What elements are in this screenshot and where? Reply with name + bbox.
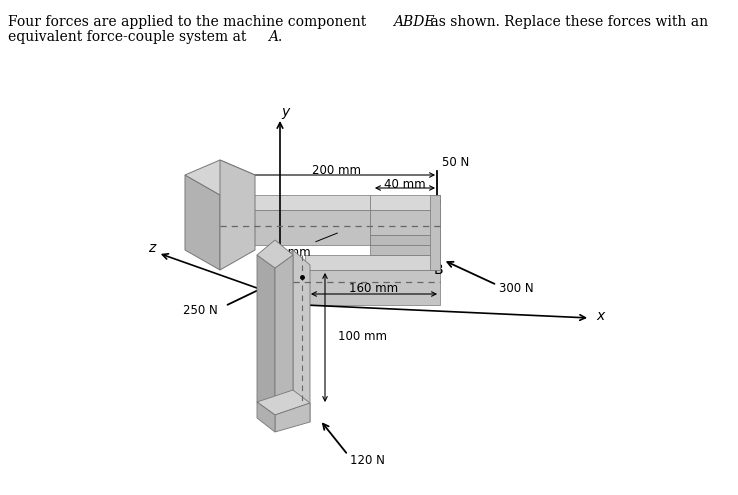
Text: as shown. Replace these forces with an: as shown. Replace these forces with an [426,15,708,29]
Polygon shape [220,195,370,210]
Polygon shape [275,255,293,415]
Text: z: z [148,241,156,255]
Text: Four forces are applied to the machine component: Four forces are applied to the machine c… [8,15,370,29]
Text: equivalent force-couple system at: equivalent force-couple system at [8,30,251,44]
Polygon shape [370,195,440,210]
Polygon shape [185,175,220,270]
Polygon shape [257,240,293,268]
Polygon shape [257,255,275,415]
Polygon shape [275,403,310,432]
Text: 20 mm: 20 mm [269,233,337,258]
Polygon shape [185,160,255,195]
Polygon shape [257,402,275,432]
Text: 250 N: 250 N [183,303,218,316]
Text: x: x [596,309,604,323]
Text: 200 mm: 200 mm [312,163,362,177]
Polygon shape [370,210,440,235]
Polygon shape [257,390,310,415]
Polygon shape [278,250,293,423]
Text: 300 N: 300 N [499,283,534,296]
Text: ABDE: ABDE [393,15,435,29]
Polygon shape [370,245,440,255]
Text: A: A [268,30,278,44]
Polygon shape [293,250,310,422]
Text: 40 mm: 40 mm [384,178,426,191]
Text: E: E [267,411,276,425]
Text: B: B [434,263,444,277]
Polygon shape [305,270,440,305]
Text: .: . [278,30,282,44]
Text: y: y [281,105,289,119]
Text: 100 mm: 100 mm [338,331,387,344]
Polygon shape [370,235,440,245]
Text: D: D [281,268,292,282]
Text: 160 mm: 160 mm [349,283,399,296]
Text: 120 N: 120 N [350,453,385,466]
Polygon shape [305,255,440,270]
Polygon shape [220,210,370,245]
Polygon shape [430,195,440,270]
Text: 50 N: 50 N [442,155,469,168]
Text: A: A [209,201,218,215]
Polygon shape [220,160,255,270]
